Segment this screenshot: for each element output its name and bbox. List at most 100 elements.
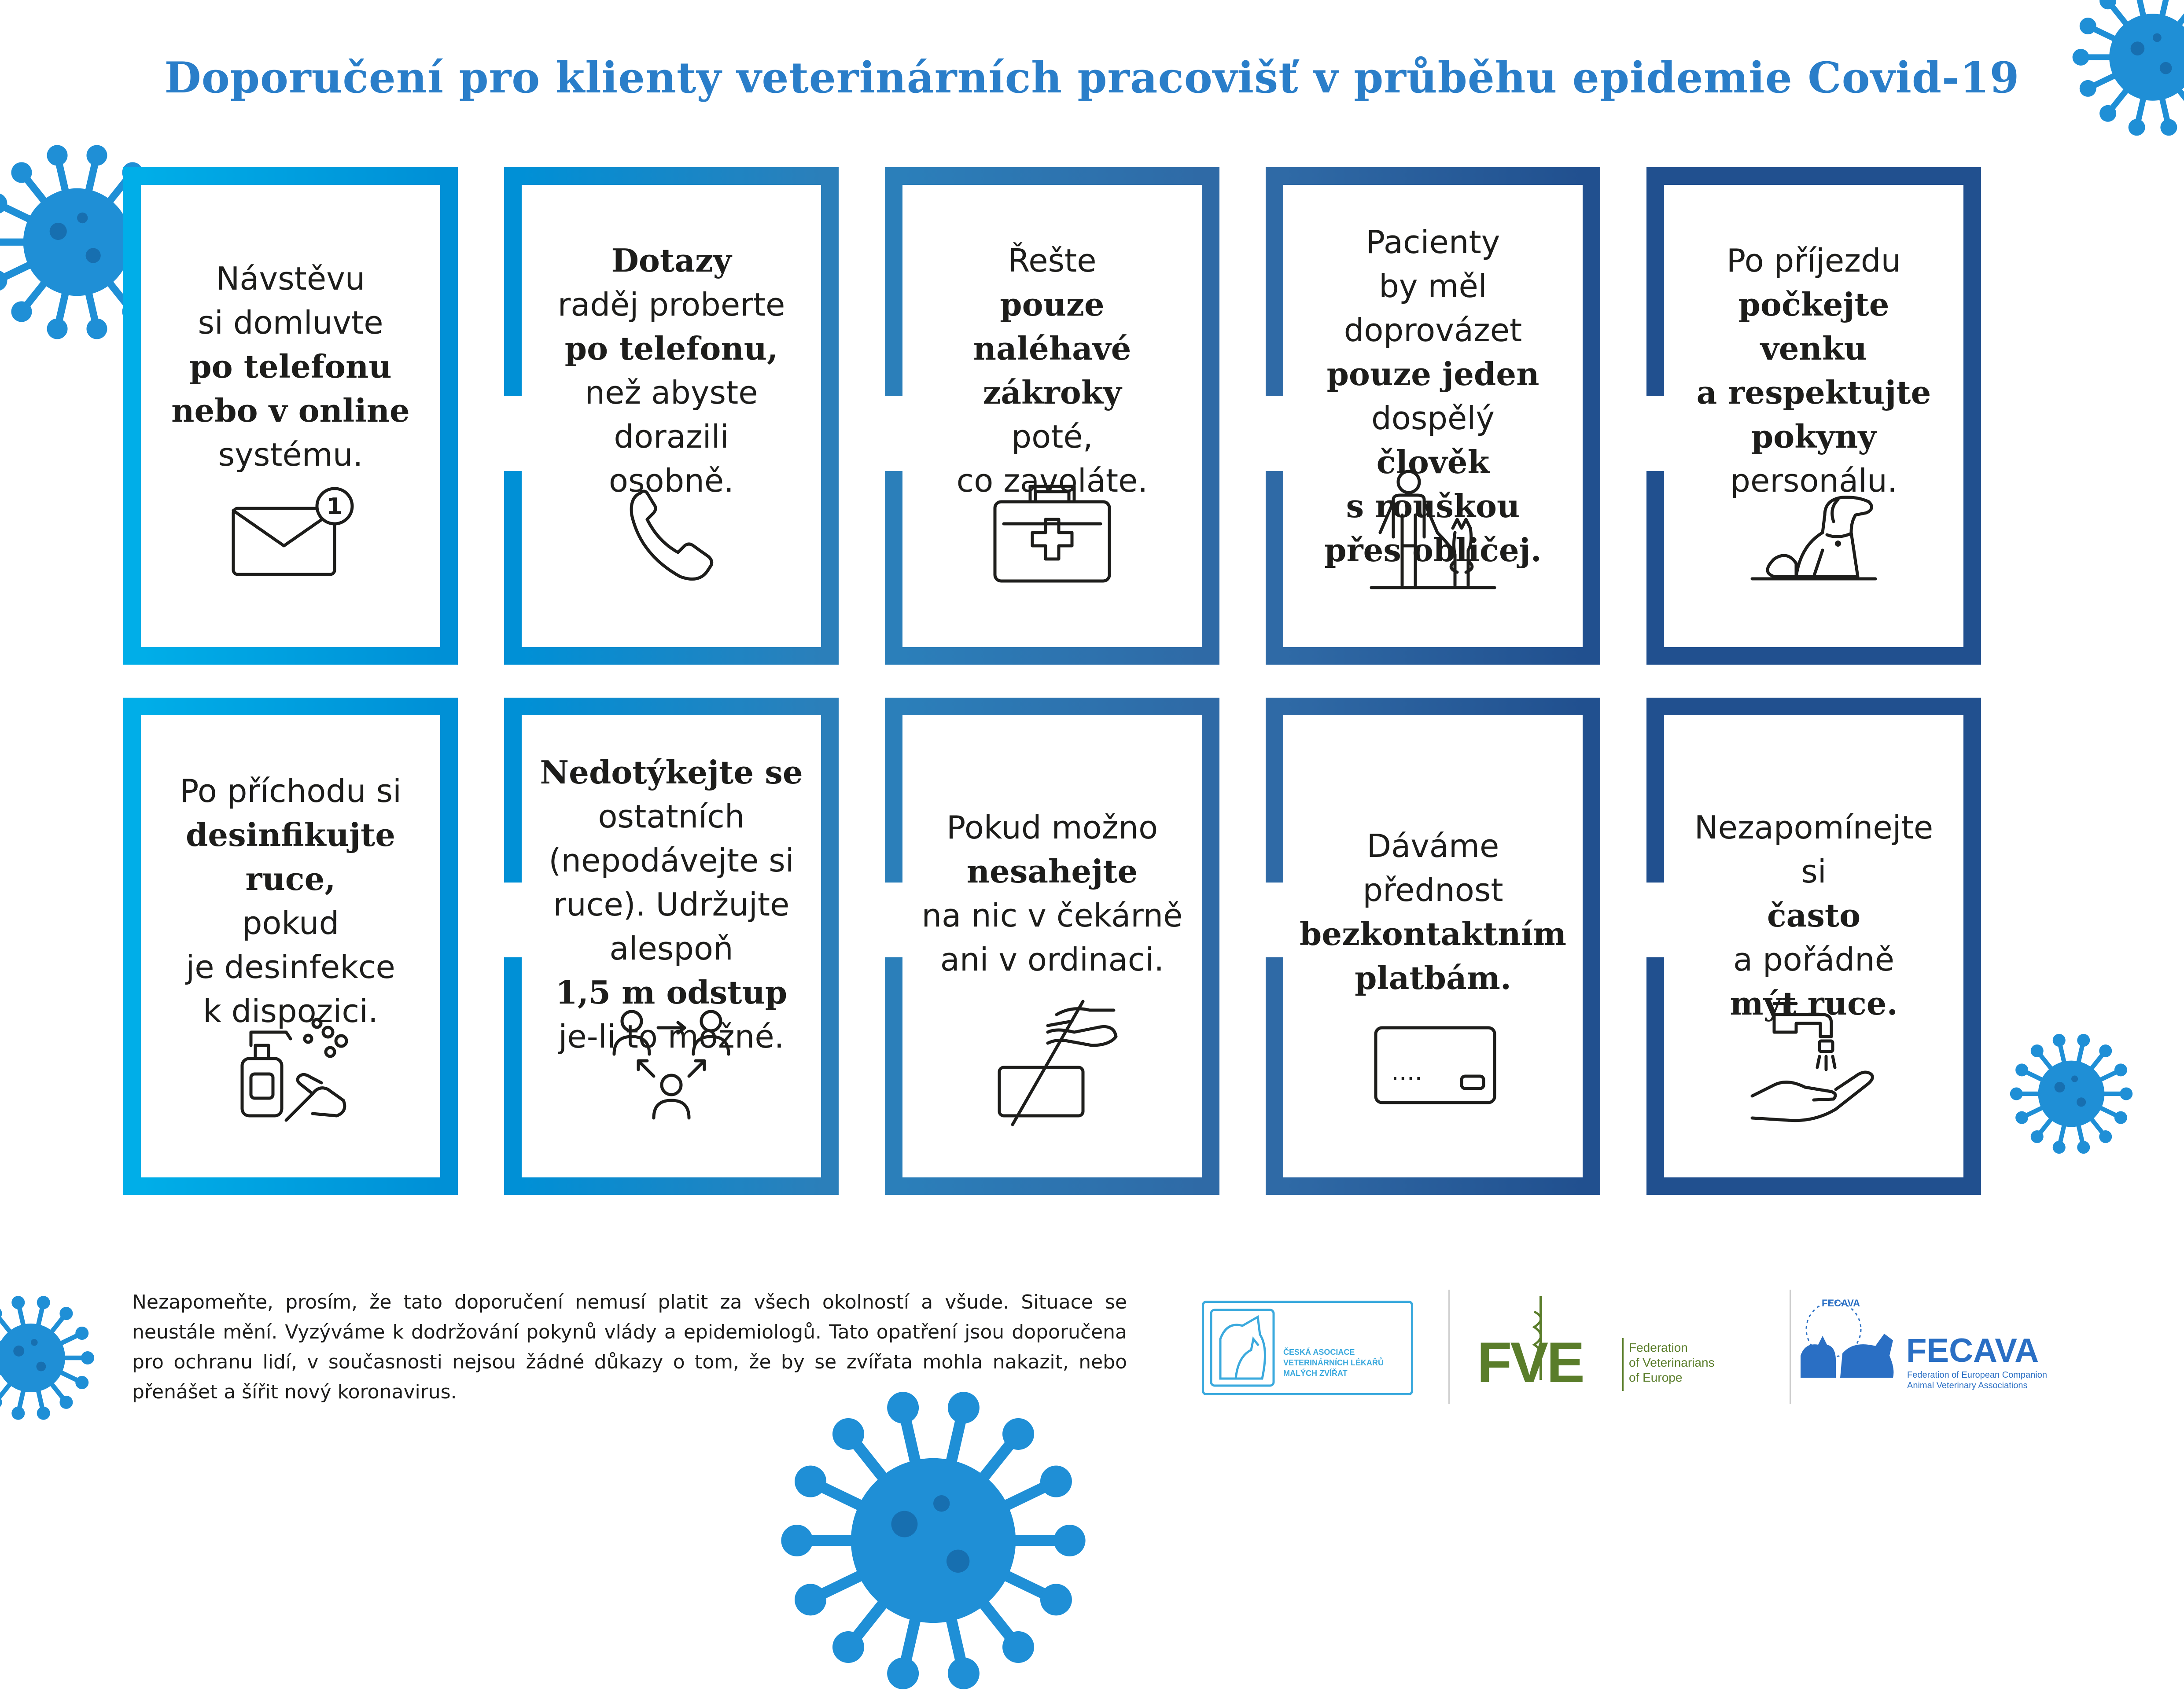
body-text: by měl doprovázet: [1344, 268, 1522, 349]
virus-icon: [2072, 0, 2184, 136]
recommendation-card: Dotazy raděj proberte po telefonu, než abys…: [504, 167, 856, 665]
frame-gap: [885, 396, 902, 471]
body-text: alespoň: [609, 930, 733, 967]
body-text: než abyste: [585, 374, 758, 411]
body-text: Řešte: [1008, 242, 1097, 279]
virus-icon: [2010, 1033, 2133, 1154]
frame-gap: [1600, 883, 1618, 957]
emphasis-text: naléhavé: [973, 329, 1131, 367]
recommendation-text: Dotazy raděj proberte po telefonu, než abys…: [535, 239, 808, 503]
emphasis-text: po telefonu,: [564, 329, 778, 367]
recommendation-card: Dáváme přednost bezkontaktním platbám. ····: [1266, 698, 1618, 1195]
emphasis-text: nebo v online: [171, 392, 410, 430]
recommendation-text: Nezapomínejte si často a pořádně mýt ruce.: [1677, 805, 1950, 1026]
fecava-logo: FECAVA FECAVA Federation of European Com…: [1792, 1294, 2065, 1404]
cavlmz-logo: ČESKÁ ASOCIACE VETERINÁRNÍCH LÉKAŘŮ MALÝ…: [1202, 1301, 1413, 1395]
card-number-dots: ····: [1391, 1065, 1422, 1093]
emphasis-text: počkejte: [1738, 285, 1889, 323]
emphasis-text: desinfikujte: [185, 816, 396, 853]
emphasis-text: platbám.: [1355, 959, 1511, 997]
emphasis-text: pouze jeden: [1326, 355, 1539, 393]
frame-gap: [1219, 883, 1237, 957]
body-text: a pořádně: [1733, 941, 1895, 978]
logo-line: Federation of European Companion: [1907, 1370, 2047, 1380]
frame-gap: [1266, 883, 1283, 957]
divider: [1448, 1290, 1450, 1404]
recommendations-grid: Návstěvu si domluvte po telefonu nebo v onl…: [123, 167, 2069, 1246]
body-text: systému.: [218, 436, 363, 474]
body-text: Pokud možno: [946, 809, 1158, 846]
recommendation-text: Řešte pouze naléhavé zákroky poté, co zavolát…: [916, 239, 1189, 503]
credit-card-icon: ····: [1374, 1026, 1496, 1104]
recommendation-card: Nedotýkejte se ostatních (nepodávejte si ru…: [504, 698, 856, 1195]
body-text: dospělý: [1371, 400, 1495, 437]
recommendation-card: Nezapomínejte si často a pořádně mýt ruce.: [1646, 698, 1981, 1195]
recommendation-card: Návstěvu si domluvte po telefonu nebo v onl…: [123, 167, 475, 665]
emphasis-text: pokyny: [1751, 417, 1877, 455]
recommendation-card: Po příchodu si desinfikujte ruce, pokud je d…: [123, 698, 475, 1195]
body-text: je-li to možné.: [558, 1018, 784, 1055]
emphasis-text: přes obličej.: [1324, 531, 1542, 569]
logo-line: of Europe: [1629, 1371, 1683, 1384]
recommendation-card: Pokud možno nesahejte na nic v čekárně ani …: [885, 698, 1237, 1195]
notification-badge: 1: [327, 493, 343, 520]
emphasis-text: ruce,: [245, 860, 336, 897]
recommendation-card: Po příjezdu počkejte venku a respektujte pok…: [1646, 167, 1981, 665]
recommendation-text: Nedotýkejte se ostatních (nepodávejte si ru…: [535, 750, 808, 1059]
fecava-mark: FECAVA: [1906, 1332, 2039, 1369]
phone-icon: [630, 489, 714, 581]
fecava-ring-text: FECAVA: [1822, 1298, 1860, 1309]
recommendation-text: Po příchodu si desinfikujte ruce, pokud je d…: [154, 769, 427, 1033]
frame-gap: [1646, 883, 1664, 957]
logo-line: VETERINÁRNÍCH LÉKAŘŮ: [1283, 1358, 1384, 1367]
body-text: Dáváme přednost: [1363, 827, 1503, 908]
body-text: Po příchodu si: [179, 772, 402, 809]
body-text: Nezapomínejte si: [1694, 809, 1934, 890]
body-text: Po příjezdu: [1726, 242, 1901, 279]
frame-gap: [504, 883, 522, 957]
hand-sanitizer-icon: [240, 1018, 348, 1122]
person-with-dog-icon: [1370, 470, 1496, 589]
body-text: je desinfekce: [186, 948, 395, 986]
frame-gap: [458, 396, 475, 471]
distance-people-icon: [612, 1010, 730, 1120]
frame-gap: [458, 883, 475, 957]
emphasis-text: Dotazy: [611, 241, 732, 279]
cat-dog-icon: FECAVA: [1801, 1298, 1894, 1378]
divider: [1790, 1290, 1791, 1404]
sitting-dog-icon: [1750, 496, 1877, 581]
frame-gap: [885, 883, 902, 957]
body-text: raděj proberte: [557, 286, 785, 323]
body-text: si domluvte: [198, 304, 383, 342]
no-touch-icon: [998, 1000, 1118, 1126]
body-text: Pacienty: [1366, 224, 1500, 261]
logo-line: Animal Veterinary Associations: [1907, 1381, 2028, 1390]
body-text: poté,: [1011, 418, 1093, 455]
body-text: na nic v čekárně: [921, 897, 1183, 934]
body-text: Návstěvu: [216, 260, 365, 298]
hand-washing-icon: [1750, 1002, 1874, 1122]
frame-gap: [504, 396, 522, 471]
emphasis-text: nesahejte: [966, 853, 1138, 890]
frame-gap: [839, 396, 856, 471]
recommendation-text: Po příjezdu počkejte venku a respektujte pok…: [1677, 239, 1950, 503]
emphasis-text: zákroky: [983, 373, 1122, 411]
emphasis-text: venku: [1760, 329, 1867, 367]
emphasis-text: bezkontaktním: [1299, 915, 1567, 952]
page-title: Doporučení pro klienty veterinárních pra…: [164, 53, 2020, 103]
emphasis-text: člověk: [1376, 443, 1490, 481]
emphasis-text: Nedotýkejte se: [540, 754, 803, 791]
disclaimer-text: Nezapomeňte, prosím, že tato doporučení …: [132, 1291, 1127, 1403]
virus-icon: [0, 1296, 94, 1420]
envelope-icon: 1: [232, 487, 354, 576]
first-aid-kit-icon: [993, 485, 1111, 583]
emphasis-text: často: [1767, 897, 1861, 934]
logo-line: Federation: [1629, 1341, 1688, 1354]
emphasis-text: pouze: [1000, 285, 1105, 323]
caduceus-icon: [1532, 1296, 1542, 1380]
frame-gap: [1219, 396, 1237, 471]
recommendation-card: Řešte pouze naléhavé zákroky poté, co zavolát…: [885, 167, 1237, 665]
logo-line: ČESKÁ ASOCIACE: [1283, 1348, 1355, 1357]
body-text: k dispozici.: [203, 992, 378, 1030]
frame-gap: [1646, 396, 1664, 471]
